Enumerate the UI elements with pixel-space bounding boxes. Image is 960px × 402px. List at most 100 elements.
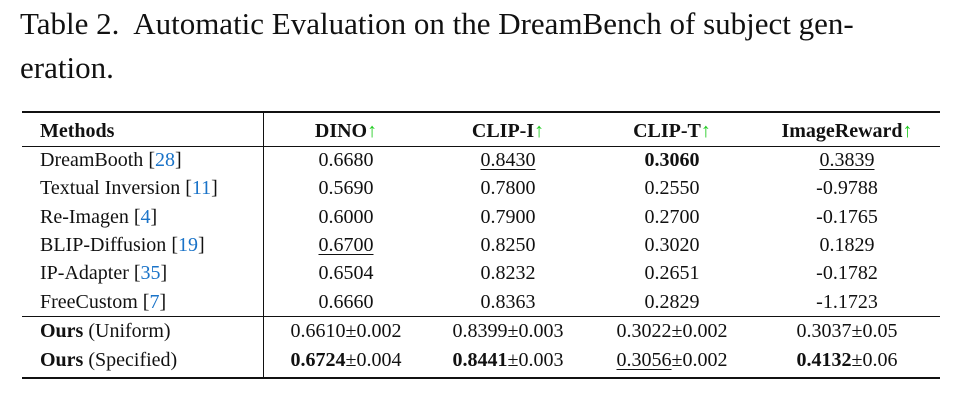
header-label: DINO (314, 120, 368, 142)
value-cell: 0.6000 (319, 205, 374, 229)
bottom-rule (22, 377, 940, 379)
method-cell: FreeCustom [7] (40, 290, 166, 314)
value: -1.1723 (816, 290, 878, 313)
header-label: CLIP-I (471, 120, 535, 142)
method-variant: (Uniform) (88, 320, 171, 342)
value: 0.2829 (644, 290, 700, 313)
citation: [19] (171, 233, 205, 256)
value-cell: 0.6724±0.004 (291, 348, 402, 372)
value: 0.8363 (480, 290, 536, 313)
header-rule (22, 146, 940, 147)
citation: [28] (148, 149, 182, 171)
error: ±0.003 (507, 320, 564, 342)
header-cell: Methods (40, 119, 114, 143)
value: 0.3839 (819, 149, 875, 171)
method-variant: (Specified) (88, 349, 178, 371)
error: ±0.002 (671, 349, 728, 371)
value-cell: 0.3022±0.002 (617, 319, 728, 343)
value: -0.1765 (816, 205, 878, 228)
value-cell: 0.6660 (319, 290, 374, 314)
header-cell: CLIP-I↑ (472, 119, 544, 143)
value-cell: 0.7800 (481, 176, 536, 200)
value: 0.6724 (290, 349, 346, 371)
error: ±0.003 (507, 349, 564, 371)
value-cell: 0.5690 (319, 176, 374, 200)
method-cell: IP-Adapter [35] (40, 261, 167, 285)
up-arrow: ↑ (534, 120, 545, 142)
up-arrow: ↑ (902, 120, 913, 142)
header-cell: DINO↑ (315, 119, 377, 143)
value: 0.8430 (480, 149, 536, 171)
value: 0.6000 (318, 205, 374, 228)
value: 0.6610 (290, 320, 346, 342)
value-cell: 0.6700 (319, 233, 374, 257)
value-cell: 0.3020 (645, 233, 700, 257)
value-cell: 0.6504 (319, 261, 374, 285)
error: ±0.05 (851, 320, 898, 342)
value-cell: 0.8430 (481, 148, 536, 172)
value: 0.8441 (452, 349, 508, 371)
top-rule (22, 111, 940, 113)
value: 0.7800 (480, 177, 536, 200)
method-name: Textual Inversion (40, 177, 181, 200)
value-cell: 0.1829 (820, 233, 875, 257)
value: 0.3037 (796, 320, 852, 342)
value: 0.3060 (644, 149, 700, 171)
value: 0.8232 (480, 262, 536, 285)
value: 0.1829 (819, 233, 875, 256)
up-arrow: ↑ (367, 120, 378, 142)
value-cell: -1.1723 (816, 290, 878, 314)
value: 0.2700 (644, 205, 700, 228)
value-cell: 0.8441±0.003 (453, 348, 564, 372)
value-cell: -0.1782 (816, 261, 878, 285)
citation: [35] (133, 262, 168, 285)
method-name: Ours (40, 349, 84, 371)
value: 0.3020 (644, 233, 700, 256)
value-cell: 0.2829 (645, 290, 700, 314)
value-cell: 0.3056±0.002 (617, 348, 728, 372)
method-name: DreamBooth (40, 149, 144, 171)
value: 0.5690 (318, 177, 374, 200)
method-cell: Ours (Specified) (40, 348, 177, 372)
header-cell: ImageReward↑ (781, 119, 912, 143)
value: 0.3022 (616, 320, 672, 342)
value-cell: 0.2651 (645, 261, 700, 285)
method-cell: Textual Inversion [11] (40, 176, 218, 200)
value: 0.7900 (480, 205, 536, 228)
header-label: ImageReward (781, 120, 903, 142)
value: -0.9788 (816, 177, 878, 200)
value-cell: -0.1765 (816, 205, 878, 229)
method-cell: Ours (Uniform) (40, 319, 171, 343)
value: 0.2651 (644, 262, 700, 285)
value: 0.6660 (318, 290, 374, 313)
method-name: IP-Adapter (40, 262, 129, 285)
value: 0.6504 (318, 262, 374, 285)
method-name: BLIP-Diffusion (40, 233, 167, 256)
value: -0.1782 (816, 262, 878, 285)
value-cell: 0.8250 (481, 233, 536, 257)
value-cell: 0.6610±0.002 (291, 319, 402, 343)
value: 0.3056 (616, 349, 672, 371)
value-cell: 0.3060 (645, 148, 700, 172)
citation: [4] (133, 205, 158, 228)
value: 0.6680 (318, 149, 374, 171)
value-cell: 0.8399±0.003 (453, 319, 564, 343)
value-cell: 0.3839 (820, 148, 875, 172)
error: ±0.002 (671, 320, 728, 342)
header-label: Methods (40, 120, 115, 142)
error: ±0.002 (345, 320, 402, 342)
value: 0.2550 (644, 177, 700, 200)
value-cell: 0.2550 (645, 176, 700, 200)
value-cell: 0.8232 (481, 261, 536, 285)
method-name: Re-Imagen (40, 205, 129, 228)
method-cell: Re-Imagen [4] (40, 205, 157, 229)
method-name: Ours (40, 320, 84, 342)
error: ±0.06 (851, 349, 898, 371)
error: ±0.004 (345, 349, 402, 371)
value-cell: 0.3037±0.05 (797, 319, 898, 343)
value-cell: 0.2700 (645, 205, 700, 229)
value-cell: 0.8363 (481, 290, 536, 314)
value-cell: 0.4132±0.06 (797, 348, 898, 372)
value-cell: -0.9788 (816, 176, 878, 200)
